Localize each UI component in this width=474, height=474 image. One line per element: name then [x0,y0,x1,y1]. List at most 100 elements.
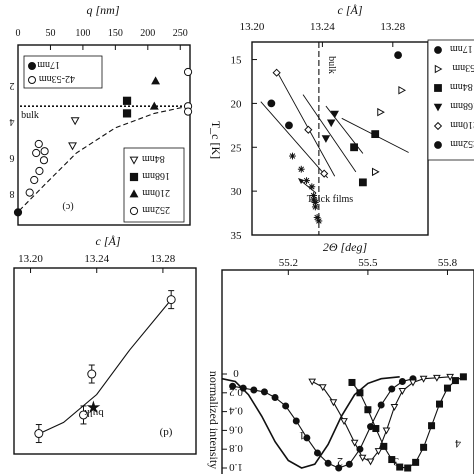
panel-q-ytick-label: 4 [10,116,15,127]
panel-tc-point-asterisk-stroke [310,192,317,199]
panel-tc-ytick-label: 25 [231,142,243,154]
panel-c-fit-curve [35,299,172,436]
panel-tc-xtick-label: 13.28 [380,21,405,33]
panel-tc-thickfilms-arrowhead [298,178,304,184]
panel-2theta-point-open-triangle-down [350,439,359,447]
panel-2theta-ylabel: normalized intensity [207,371,221,469]
panel-tc-point-open-triangle-right [377,107,385,117]
panel-tc-point-filled-circle [267,99,276,108]
panel-2theta-point-filled-square [443,384,451,392]
panel-tc-ytick-label: 35 [231,230,243,242]
panel-tc-point-filled-triangle-down [330,110,339,119]
panel-2theta-point-filled-circle [229,382,237,390]
panel-tc-point-filled-square [358,178,367,187]
panel-2theta-point-filled-square [436,400,444,408]
panel-c-point [87,369,97,379]
panel-tc-point-asterisk [311,199,319,206]
panel-q-legend-marker [129,206,139,216]
panel-q-legend-upper: 17nm 42-53nm [23,55,103,89]
panel-2theta-point-filled-circle [292,417,300,425]
panel-q-legend-label: 84nm [142,153,165,164]
panel-tc-legend-label: 17nm [450,43,473,54]
panel-2theta-curve-1 [221,376,400,469]
panel-q-legend-marker [28,76,36,84]
panel-2theta-ytick-label: 0 [233,367,239,379]
panel-tc-legend-label: 252nm [450,138,474,149]
panel-2theta-point-filled-square [412,458,420,466]
panel-q-point-open-triangle-down [70,117,80,126]
panel-q-point-filled-square [122,96,132,105]
panel-2theta-point-filled-square [348,378,356,386]
panel-q-point-open-circle [183,67,193,77]
panel-2theta-point-open-triangle-down [382,427,391,435]
panel-2theta-point-open-triangle-down [318,384,327,392]
panel-tc-legend-marker [434,84,442,92]
panel-tc-legend-marker [434,64,443,74]
panel-tc-point-asterisk [289,152,296,160]
panel-tc-xlabel: c [Å] [338,3,363,17]
panel-2theta-ytick-label: 0.8 [229,442,243,454]
panel-2theta-curve-label: 1 [299,429,305,443]
panel-c-point [166,295,176,305]
panel-tc-point-asterisk [303,177,310,185]
panel-2theta-point-filled-square [380,442,388,450]
panel-tc-point-filled-circle [394,51,402,60]
panel-q-legend-label: 252nm [142,204,170,215]
panel-q-legend-label: 168nm [142,170,170,181]
panel-q-point-filled-triangle-up [149,101,159,110]
panel-2theta-point-filled-circle [388,385,396,393]
panel-2theta-xtick-label: 55.8 [438,257,458,269]
panel-2theta-point-filled-circle [398,378,406,386]
panel-tc-trend-line [260,101,329,179]
panel-2theta-frame [221,269,474,474]
panel-tc-point-asterisk-stroke [298,166,305,172]
panel-2theta-point-filled-square [459,373,467,381]
panel-2theta-point-filled-circle [260,388,268,396]
panel-2theta-point-open-triangle-down [390,404,399,411]
panel-2theta-point-filled-square [372,425,380,433]
panel-2theta-point-filled-square [356,389,364,397]
panel-tc-legend-marker [434,141,442,149]
panel-c: c [Å] 13.20 13.24 13.28 bulk (d) [13,234,197,455]
panel-2theta-point-open-triangle-down [366,458,375,466]
panel-c-point [34,429,44,439]
panel-2theta-point-filled-circle [250,386,258,394]
panel-q-ytick-label: 6 [10,152,15,163]
panel-2theta-point-filled-square [420,443,428,451]
panel-tc-point-asterisk [297,165,305,173]
panel-2theta-curve-label: 3 [393,455,399,469]
panel-q-ytick-label: 2 [10,80,15,91]
panel-q-legend-lower: 84nm 168nm 210nm 252nm [123,147,185,223]
panel-tc-legend-marker [433,121,443,131]
panel-q-bulk-label: bulk [21,110,39,121]
panel-tc-legend-marker [433,103,443,112]
panel-tc-xtick-label: 13.24 [310,21,335,33]
panel-2theta-xlabel: 2Θ [deg] [323,240,368,254]
panel-tc-thickfilms-label: Thick films [307,194,353,205]
panel-tc-point-asterisk-stroke [312,199,319,206]
panel-2theta-point-filled-circle [345,460,353,468]
panel-q-ytick-label: 8 [10,188,15,199]
panel-2theta-ytick-label: 1.0 [229,461,243,473]
panel-tc-point-asterisk-stroke [289,153,296,159]
panel-c-xtick-label: 13.20 [18,253,43,265]
panel-q-xtick-label: 200 [140,28,155,39]
panel-2theta-ytick-label: 0.6 [229,423,243,435]
panel-c-point [78,410,88,420]
panel-2theta-curve-label: 2 [337,455,343,469]
panel-q-point-filled-circle [13,208,23,217]
panel-q-panel-label: (c) [62,201,73,212]
panel-q-legend-label: 210nm [142,187,170,198]
panel-tc-xtick-label: 13.20 [240,21,265,33]
panel-c-bulk-star [86,400,101,414]
panel-c-frame [13,267,197,455]
panel-tc-point-open-triangle-right [398,86,407,95]
panel-tc-ytick-label: 30 [231,186,243,198]
panel-2theta-point-open-triangle-down [374,448,383,456]
panel-q-point-open-circle [34,139,43,149]
panel-q-legend-label: 17nm [37,59,60,70]
panel-q-point-open-circle [35,166,44,176]
panel-2theta-curve-2 [232,378,414,469]
panel-q-legend-marker [129,156,139,165]
panel-2theta-point-open-triangle-down [419,375,428,383]
